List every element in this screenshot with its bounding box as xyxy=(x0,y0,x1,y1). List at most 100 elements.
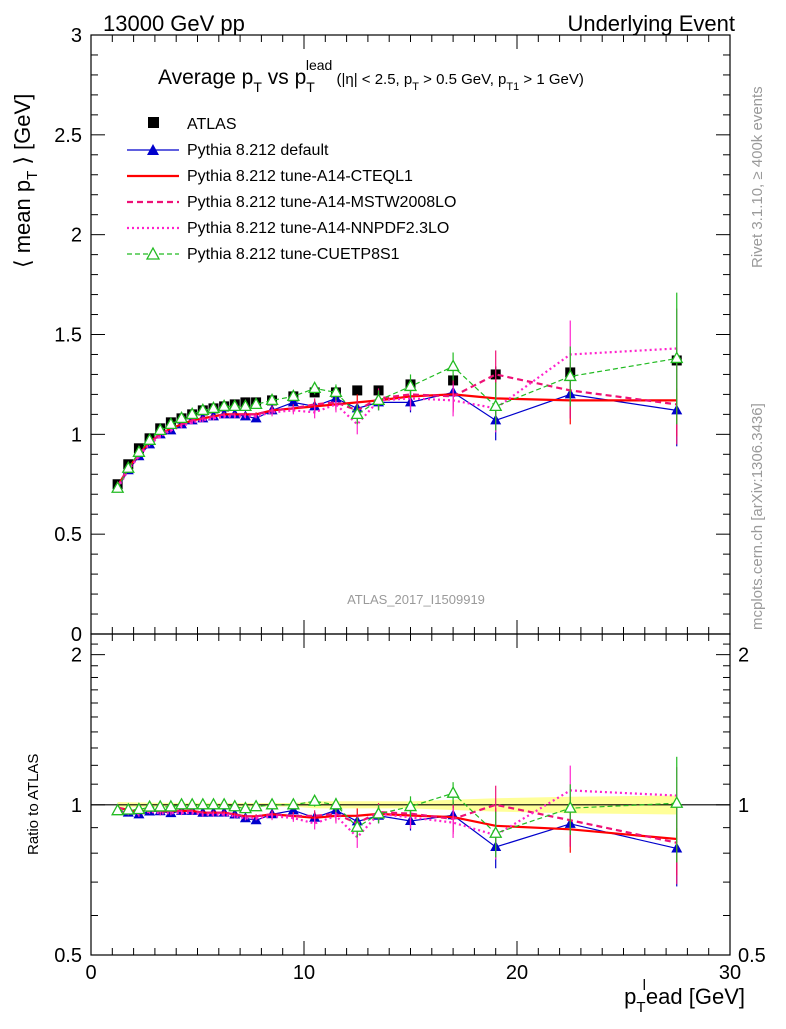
data-point-cuetp xyxy=(563,369,577,382)
y-tick-label-ratio: 0.5 xyxy=(54,945,82,967)
ratio-point-cuetp xyxy=(238,801,253,814)
data-point-data xyxy=(352,385,363,396)
data-point-cuetp xyxy=(489,399,503,412)
y-tick-label-ratio-right: 2 xyxy=(738,645,749,667)
ratio-point-cuetp xyxy=(164,799,178,812)
header-right: Underlying Event xyxy=(567,11,735,36)
ratio-point-cuetp xyxy=(228,799,242,812)
data-point-cuetp xyxy=(249,397,263,410)
ratio-point-cuetp xyxy=(329,797,343,810)
x-tick-label: 10 xyxy=(293,962,315,984)
y-tick-label-main: 2.5 xyxy=(54,125,82,147)
data-point-cuetp xyxy=(265,393,279,406)
series-nnpdf xyxy=(116,308,678,860)
ratio-point-cuetp xyxy=(350,819,364,832)
ratio-point-cuetp xyxy=(142,799,157,812)
title-sub: T xyxy=(412,81,419,93)
data-point-cuetp xyxy=(153,422,167,435)
title-sub: T xyxy=(253,79,262,95)
ratio-plot-frame xyxy=(90,633,731,956)
ratio-point-cuetp xyxy=(670,795,684,808)
legend-marker-cuetp xyxy=(145,246,161,260)
y-tick-label-ratio-right: 1 xyxy=(738,795,749,817)
side-label-rivet: Rivet 3.1.10, ≥ 400k events xyxy=(749,86,766,268)
legend-label: Pythia 8.212 tune-CUETP8S1 xyxy=(187,246,400,263)
xlabel-part: p xyxy=(624,984,636,1009)
legend-marker-data xyxy=(148,117,159,128)
x-tick-label: 20 xyxy=(506,962,528,984)
ratio-point-cuetp xyxy=(265,797,279,810)
data-point-cuetp xyxy=(121,460,135,473)
legend-label: ATLAS xyxy=(187,116,237,133)
data-point-cuetp xyxy=(132,444,146,457)
data-point-cuetp xyxy=(670,351,684,364)
data-point-cuetp xyxy=(286,389,300,402)
y-tick-label-main: 3 xyxy=(71,25,82,47)
title-sub: T1 xyxy=(506,81,519,93)
y-tick-label-main: 0 xyxy=(71,624,82,646)
data-point-cuetp xyxy=(403,379,418,392)
y-tick-label-ratio: 1 xyxy=(71,795,82,817)
side-label-source: mcplots.cern.ch [arXiv:1306.3436] xyxy=(749,403,766,630)
y-tick-label-main: 0.5 xyxy=(54,524,82,546)
legend-label: Pythia 8.212 tune-A14-CTEQL1 xyxy=(187,168,413,185)
ylabel-part: ⟨ mean p xyxy=(10,180,35,268)
data-point-cuetp xyxy=(308,381,322,394)
xlabel-part: ead [GeV] xyxy=(646,984,745,1009)
legend-label: Pythia 8.212 tune-A14-MSTW2008LO xyxy=(187,194,456,211)
data-point-cuetp xyxy=(350,407,364,420)
data-point-cuetp xyxy=(371,393,386,406)
ratio-point-cuetp xyxy=(121,802,135,815)
title-sub: T xyxy=(306,79,315,95)
ratio-point-cuetp xyxy=(249,799,263,812)
series-cuetp xyxy=(111,292,684,863)
legend-label: Pythia 8.212 tune-A14-NNPDF2.3LO xyxy=(187,220,449,237)
legend: ATLAS Pythia 8.212 default Pythia 8.212 … xyxy=(127,116,456,263)
data-point-cuetp xyxy=(228,399,242,412)
ratio-point-cuetp xyxy=(403,799,418,812)
ratio-point-cuetp xyxy=(174,797,189,810)
ylabel-sub: T xyxy=(24,171,41,180)
ratio-point-cuetp xyxy=(111,803,125,816)
y-tick-label-ratio: 2 xyxy=(71,645,82,667)
y-tick-label-ratio-right: 0.5 xyxy=(738,945,766,967)
header-left: 13000 GeV pp xyxy=(103,11,245,36)
title-part: > 0.5 GeV, p xyxy=(419,71,506,88)
y-tick-label-main: 1.5 xyxy=(54,325,82,347)
title-part: > 1 GeV) xyxy=(519,71,584,88)
data-point-cuetp xyxy=(238,399,253,412)
y-axis-label-ratio: Ratio to ATLAS xyxy=(25,754,42,855)
data-point-cuetp xyxy=(196,403,210,416)
title-part: vs p xyxy=(262,66,306,89)
title-part: (|η| < 2.5, p xyxy=(332,71,412,88)
ratio-point-cuetp xyxy=(206,797,221,810)
data-point-cuetp xyxy=(446,359,460,372)
data-point-cuetp xyxy=(217,399,231,412)
series-line-mstw xyxy=(116,373,677,487)
xlabel-sub: T xyxy=(636,999,645,1016)
ratio-point-cuetp xyxy=(132,802,146,815)
ratio-point-cuetp xyxy=(446,785,460,798)
analysis-watermark: ATLAS_2017_I1509919 xyxy=(347,592,485,607)
ratio-point-cuetp xyxy=(563,800,577,813)
data-point-cuetp xyxy=(111,480,125,493)
data-point-cuetp xyxy=(206,401,221,414)
ratio-point-cuetp xyxy=(308,793,322,806)
y-tick-label-main: 2 xyxy=(71,225,82,247)
ylabel-part: ⟩ [GeV] xyxy=(10,94,35,171)
title-sup: lead xyxy=(306,57,332,73)
x-axis-label: pTlead [GeV] xyxy=(624,977,745,1016)
data-point-default xyxy=(287,396,299,407)
ratio-point-cuetp xyxy=(196,797,210,810)
data-point-cuetp xyxy=(174,411,189,424)
xlabel-sup: l xyxy=(643,977,646,994)
ratio-point-cuetp xyxy=(217,797,231,810)
plot-title: Average pT vs pTlead (|η| < 2.5, pT > 0.… xyxy=(158,57,584,95)
ratio-point-cuetp xyxy=(371,806,386,819)
series-line-cuetp xyxy=(117,357,677,489)
ratio-point-cuetp xyxy=(185,797,199,810)
tick-labels: 0 10 20 3000.511.522.530.5 0.51 12 2 xyxy=(54,25,766,984)
y-axis-label-main: ⟨ mean pT ⟩ [GeV] xyxy=(10,94,41,268)
legend-marker-default xyxy=(147,144,159,155)
